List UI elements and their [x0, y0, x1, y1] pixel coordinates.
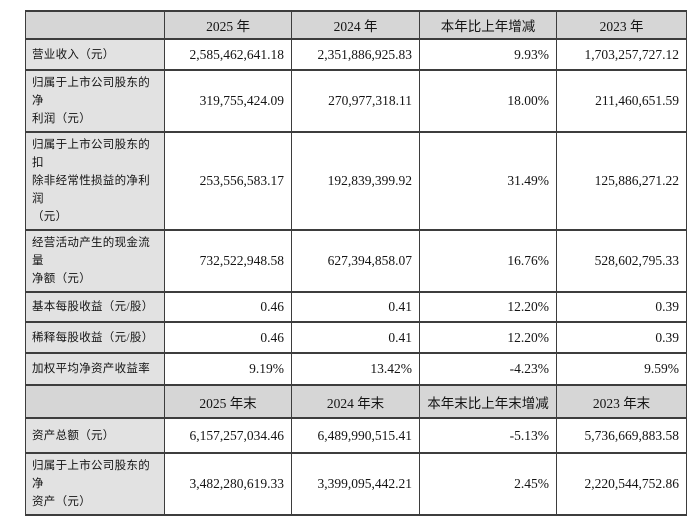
value-cell: 12.20%	[419, 321, 557, 354]
value-cell: 270,977,318.11	[291, 69, 420, 133]
value-cell: 0.41	[291, 291, 420, 323]
value-cell: 192,839,399.92	[291, 131, 420, 231]
value-cell: 2,351,886,925.83	[291, 38, 420, 71]
row-label: 稀释每股收益（元/股）	[25, 321, 165, 354]
value-cell: 0.39	[556, 321, 687, 354]
column-header-2024: 2024 年	[291, 10, 420, 40]
value-cell: 3,482,280,619.33	[164, 452, 292, 516]
column-header-2025: 2025 年	[164, 10, 292, 40]
value-cell: 5,736,669,883.58	[556, 417, 687, 454]
value-cell: 0.39	[556, 291, 687, 323]
row-label: 加权平均净资产收益率	[25, 352, 165, 386]
row-label: 资产总额（元）	[25, 417, 165, 454]
value-cell: 253,556,583.17	[164, 131, 292, 231]
corner-cell	[25, 10, 165, 40]
row-label: 归属于上市公司股东的净 资产（元）	[25, 452, 165, 516]
value-cell: 13.42%	[291, 352, 420, 386]
value-cell: 2.45%	[419, 452, 557, 516]
value-cell: 732,522,948.58	[164, 229, 292, 293]
table-row: 资产总额（元） 6,157,257,034.46 6,489,990,515.4…	[25, 417, 687, 454]
row-label: 基本每股收益（元/股）	[25, 291, 165, 323]
value-cell: 18.00%	[419, 69, 557, 133]
column-header-yoy-change: 本年比上年增减	[419, 10, 557, 40]
year-end-header-row: 2025 年末 2024 年末 本年末比上年末增减 2023 年末	[25, 384, 687, 419]
column-header-2025-end: 2025 年末	[164, 384, 292, 419]
column-header-2024-end: 2024 年末	[291, 384, 420, 419]
value-cell: -5.13%	[419, 417, 557, 454]
value-cell: 9.93%	[419, 38, 557, 71]
financial-summary-table: 2025 年 2024 年 本年比上年增减 2023 年 营业收入（元） 2,5…	[25, 10, 687, 516]
table-row: 归属于上市公司股东的扣 除非经常性损益的净利润 （元） 253,556,583.…	[25, 131, 687, 231]
value-cell: 627,394,858.07	[291, 229, 420, 293]
corner-cell	[25, 384, 165, 419]
column-header-yearend-change: 本年末比上年末增减	[419, 384, 557, 419]
value-cell: 12.20%	[419, 291, 557, 323]
table-row: 稀释每股收益（元/股） 0.46 0.41 12.20% 0.39	[25, 321, 687, 354]
value-cell: 125,886,271.22	[556, 131, 687, 231]
row-label: 营业收入（元）	[25, 38, 165, 71]
table-row: 基本每股收益（元/股） 0.46 0.41 12.20% 0.39	[25, 291, 687, 323]
value-cell: 6,157,257,034.46	[164, 417, 292, 454]
value-cell: 2,220,544,752.86	[556, 452, 687, 516]
table-row: 归属于上市公司股东的净 资产（元） 3,482,280,619.33 3,399…	[25, 452, 687, 516]
value-cell: 0.41	[291, 321, 420, 354]
value-cell: 528,602,795.33	[556, 229, 687, 293]
value-cell: 6,489,990,515.41	[291, 417, 420, 454]
value-cell: 319,755,424.09	[164, 69, 292, 133]
table-row: 加权平均净资产收益率 9.19% 13.42% -4.23% 9.59%	[25, 352, 687, 386]
value-cell: 16.76%	[419, 229, 557, 293]
value-cell: 0.46	[164, 321, 292, 354]
row-label: 经营活动产生的现金流量 净额（元）	[25, 229, 165, 293]
row-label: 归属于上市公司股东的扣 除非经常性损益的净利润 （元）	[25, 131, 165, 231]
table-row: 营业收入（元） 2,585,462,641.18 2,351,886,925.8…	[25, 38, 687, 71]
value-cell: 9.59%	[556, 352, 687, 386]
value-cell: 3,399,095,442.21	[291, 452, 420, 516]
value-cell: 2,585,462,641.18	[164, 38, 292, 71]
table-row: 经营活动产生的现金流量 净额（元） 732,522,948.58 627,394…	[25, 229, 687, 293]
value-cell: 31.49%	[419, 131, 557, 231]
annual-header-row: 2025 年 2024 年 本年比上年增减 2023 年	[25, 10, 687, 40]
value-cell: 1,703,257,727.12	[556, 38, 687, 71]
value-cell: -4.23%	[419, 352, 557, 386]
row-label: 归属于上市公司股东的净 利润（元）	[25, 69, 165, 133]
column-header-2023: 2023 年	[556, 10, 687, 40]
value-cell: 9.19%	[164, 352, 292, 386]
column-header-2023-end: 2023 年末	[556, 384, 687, 419]
table-row: 归属于上市公司股东的净 利润（元） 319,755,424.09 270,977…	[25, 69, 687, 133]
value-cell: 0.46	[164, 291, 292, 323]
value-cell: 211,460,651.59	[556, 69, 687, 133]
